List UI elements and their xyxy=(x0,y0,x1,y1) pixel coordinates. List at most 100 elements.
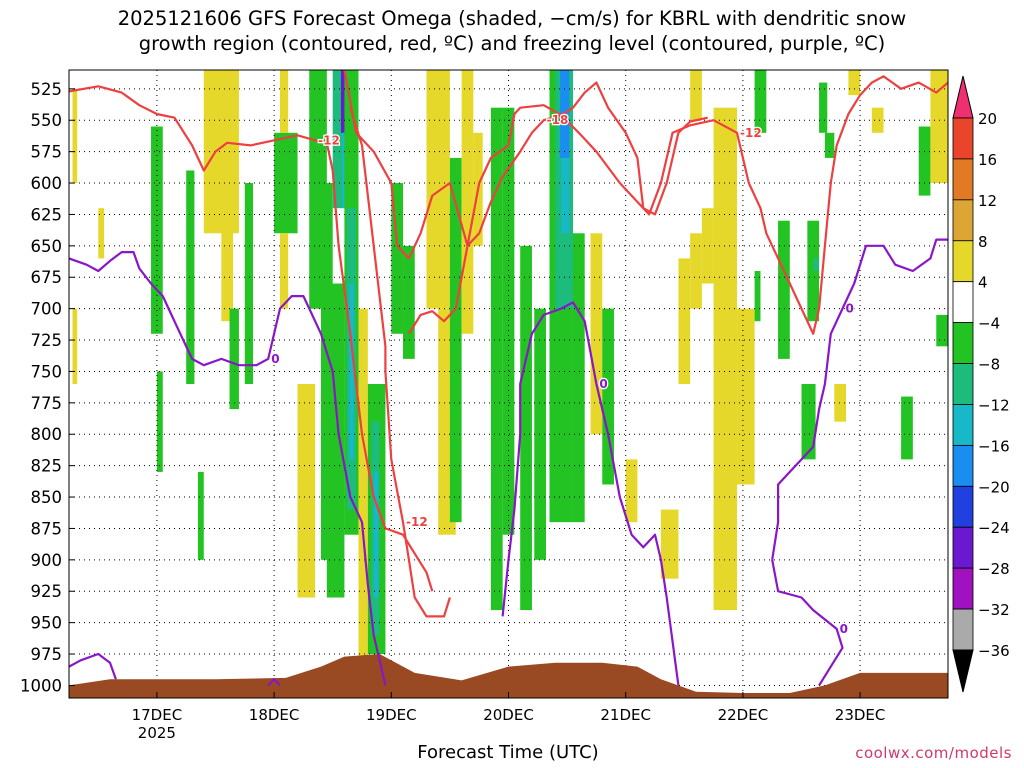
contour-label: -12 xyxy=(318,133,340,147)
y-tick-label: 950 xyxy=(31,614,63,633)
omega-cell xyxy=(156,371,163,472)
credit-text: coolwx.com/models xyxy=(855,744,1012,762)
pressure-axis: 525 550 575 600 625 650 675 700 725 750 775 800 825 8… xyxy=(20,80,75,695)
contour-label: 0 xyxy=(846,302,854,316)
freezing-contour xyxy=(69,251,387,686)
y-tick-label: 1000 xyxy=(20,676,62,695)
x-tick-label: 18DEC xyxy=(249,706,300,724)
y-tick-label: 525 xyxy=(31,80,63,99)
omega-cell xyxy=(918,126,931,196)
freezing-contour xyxy=(771,559,844,686)
omega-cell xyxy=(778,220,790,359)
y-tick-label: 575 xyxy=(31,143,63,162)
colorbar-label: −4 xyxy=(978,315,1000,333)
y-tick-label: 925 xyxy=(31,582,63,601)
y-tick-label: 550 xyxy=(31,111,63,130)
omega-cell xyxy=(690,70,702,121)
omega-cell xyxy=(813,258,820,271)
colorbar-label: 4 xyxy=(978,274,988,292)
x-tick-label: 21DEC xyxy=(600,706,651,724)
y-tick-label: 600 xyxy=(31,174,63,193)
omega-cell xyxy=(807,220,820,322)
colorbar-swatch xyxy=(952,363,974,405)
colorbar-label: −8 xyxy=(978,356,1000,374)
omega-cell xyxy=(625,459,638,523)
chart-title: 2025121606 GFS Forecast Omega (shaded, −… xyxy=(117,7,907,55)
x-year-label: 2025 xyxy=(138,724,176,742)
contour-label: -12 xyxy=(740,126,762,140)
dsgz-contour xyxy=(349,107,451,618)
colorbar-label: −20 xyxy=(978,478,1010,496)
omega-cell xyxy=(824,132,835,158)
colorbar-swatch xyxy=(952,526,974,569)
x-tick-label: 22DEC xyxy=(718,706,769,724)
colorbar-label: −24 xyxy=(978,519,1010,537)
omega-cell xyxy=(590,233,603,435)
omega-cell xyxy=(186,170,195,384)
omega-cell xyxy=(754,270,761,322)
colorbar-bottom-arrow xyxy=(952,649,974,693)
omega-cell xyxy=(244,183,254,384)
y-tick-label: 725 xyxy=(31,331,63,350)
time-axis: 17DEC 18DEC 19DEC 20DEC 21DEC 22DEC 23DEC 2025 xyxy=(132,692,886,742)
y-tick-label: 650 xyxy=(31,237,63,256)
colorbar-label: 20 xyxy=(978,110,997,128)
contour-label: -12 xyxy=(406,515,428,529)
omega-cell xyxy=(936,314,948,347)
omega-cell xyxy=(403,245,415,359)
colorbar-swatch xyxy=(952,117,974,160)
contour-lines: -12 -12 -12 -18 0 0 0 0 xyxy=(69,70,948,687)
colorbar-swatch xyxy=(952,322,974,364)
omega-cell xyxy=(713,107,738,611)
colorbar-swatch xyxy=(952,199,974,242)
contour-label: -18 xyxy=(547,113,569,127)
omega-cell xyxy=(572,233,585,523)
omega-cell xyxy=(98,208,105,259)
freezing-contour xyxy=(267,678,281,687)
omega-cell xyxy=(279,70,289,133)
y-tick-label: 825 xyxy=(31,457,63,476)
freezing-contour xyxy=(771,238,948,560)
omega-cell xyxy=(701,208,714,284)
omega-cell xyxy=(901,396,913,460)
omega-cell xyxy=(349,283,354,460)
y-tick-label: 750 xyxy=(31,362,63,381)
omega-cell xyxy=(326,283,345,598)
x-tick-label: 20DEC xyxy=(483,706,534,724)
colorbar-swatch xyxy=(952,240,974,283)
y-tick-label: 875 xyxy=(31,519,63,538)
colorbar-label: −16 xyxy=(978,437,1010,455)
colorbar: 20 16 12 8 4 −4 −8 −12 −16 −20 −24 −28 −32 −36 xyxy=(952,75,1010,693)
colorbar-swatch xyxy=(952,608,974,651)
omega-cell xyxy=(340,70,347,133)
omega-cell xyxy=(342,132,347,209)
dsgz-contour xyxy=(407,75,948,335)
omega-cell xyxy=(449,157,462,523)
colorbar-swatch xyxy=(952,485,974,528)
omega-cell xyxy=(520,245,532,611)
y-tick-label: 975 xyxy=(31,645,63,664)
colorbar-swatch xyxy=(952,281,974,324)
y-tick-label: 775 xyxy=(31,394,63,413)
x-axis-label: Forecast Time (UTC) xyxy=(417,742,599,763)
colorbar-swatch xyxy=(952,567,974,610)
omega-cell xyxy=(534,308,547,560)
colorbar-swatch xyxy=(952,158,974,201)
omega-cell xyxy=(561,157,570,234)
y-tick-label: 675 xyxy=(31,268,63,287)
omega-cell xyxy=(690,233,702,309)
contour-label: 0 xyxy=(271,352,279,366)
dsgz-contour xyxy=(69,85,434,592)
omega-cell xyxy=(426,70,450,309)
y-tick-label: 850 xyxy=(31,488,63,507)
y-tick-label: 700 xyxy=(31,300,63,319)
x-tick-label: 23DEC xyxy=(835,706,886,724)
omega-cell xyxy=(678,258,691,384)
contour-label: 0 xyxy=(599,377,607,391)
omega-cell xyxy=(801,384,816,460)
omega-cell xyxy=(274,132,298,234)
colorbar-swatch xyxy=(952,404,974,446)
omega-cell xyxy=(391,183,404,334)
colorbar-label: −28 xyxy=(978,560,1010,578)
